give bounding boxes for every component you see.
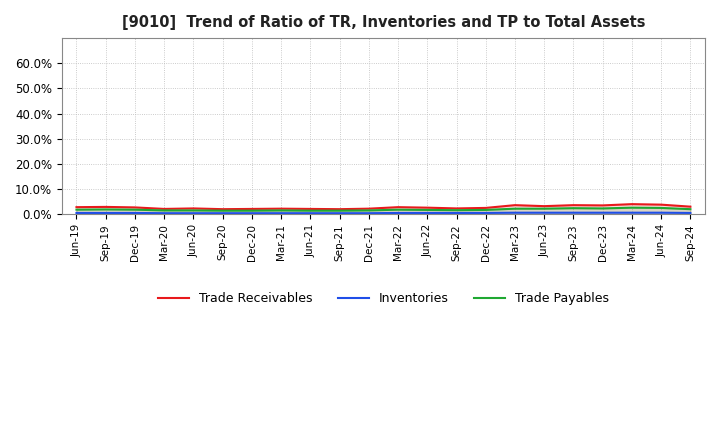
Trade Payables	[364, 208, 373, 213]
Inventories	[540, 210, 549, 215]
Trade Payables	[130, 207, 139, 213]
Trade Payables	[628, 205, 636, 210]
Inventories	[628, 210, 636, 215]
Trade Receivables	[218, 206, 227, 212]
Inventories	[510, 210, 519, 215]
Inventories	[306, 211, 315, 216]
Line: Trade Payables: Trade Payables	[76, 208, 690, 211]
Trade Payables	[569, 205, 577, 211]
Trade Receivables	[510, 202, 519, 208]
Inventories	[130, 210, 139, 216]
Inventories	[218, 211, 227, 216]
Trade Payables	[540, 206, 549, 211]
Trade Payables	[452, 208, 461, 213]
Trade Receivables	[364, 206, 373, 211]
Inventories	[72, 210, 81, 216]
Trade Payables	[306, 208, 315, 213]
Trade Payables	[276, 208, 285, 213]
Inventories	[569, 210, 577, 215]
Inventories	[102, 210, 110, 216]
Line: Trade Receivables: Trade Receivables	[76, 204, 690, 209]
Inventories	[160, 211, 168, 216]
Inventories	[452, 210, 461, 216]
Trade Receivables	[102, 204, 110, 209]
Inventories	[423, 210, 431, 216]
Trade Payables	[686, 206, 695, 212]
Trade Receivables	[482, 205, 490, 211]
Trade Receivables	[276, 206, 285, 211]
Legend: Trade Receivables, Inventories, Trade Payables: Trade Receivables, Inventories, Trade Pa…	[153, 287, 614, 310]
Inventories	[482, 210, 490, 216]
Trade Payables	[72, 207, 81, 213]
Trade Payables	[394, 207, 402, 213]
Trade Receivables	[628, 202, 636, 207]
Inventories	[364, 211, 373, 216]
Trade Payables	[160, 208, 168, 213]
Trade Payables	[102, 207, 110, 212]
Trade Payables	[189, 208, 198, 213]
Inventories	[394, 210, 402, 216]
Inventories	[189, 211, 198, 216]
Trade Receivables	[423, 205, 431, 210]
Trade Receivables	[686, 204, 695, 209]
Inventories	[686, 210, 695, 216]
Trade Receivables	[130, 205, 139, 210]
Trade Receivables	[540, 204, 549, 209]
Trade Receivables	[394, 205, 402, 210]
Trade Payables	[657, 205, 665, 211]
Trade Payables	[248, 208, 256, 213]
Trade Receivables	[306, 206, 315, 212]
Inventories	[598, 210, 607, 215]
Trade Receivables	[189, 206, 198, 211]
Trade Payables	[423, 207, 431, 213]
Title: [9010]  Trend of Ratio of TR, Inventories and TP to Total Assets: [9010] Trend of Ratio of TR, Inventories…	[122, 15, 645, 30]
Trade Receivables	[569, 202, 577, 208]
Trade Payables	[598, 206, 607, 211]
Trade Receivables	[657, 202, 665, 207]
Trade Receivables	[336, 206, 344, 212]
Inventories	[336, 211, 344, 216]
Trade Payables	[510, 206, 519, 211]
Trade Receivables	[72, 205, 81, 210]
Inventories	[248, 211, 256, 216]
Trade Receivables	[598, 203, 607, 208]
Trade Payables	[336, 208, 344, 213]
Trade Receivables	[160, 206, 168, 212]
Inventories	[657, 210, 665, 215]
Inventories	[276, 211, 285, 216]
Trade Receivables	[452, 206, 461, 211]
Trade Receivables	[248, 206, 256, 212]
Trade Payables	[218, 208, 227, 213]
Trade Payables	[482, 207, 490, 213]
